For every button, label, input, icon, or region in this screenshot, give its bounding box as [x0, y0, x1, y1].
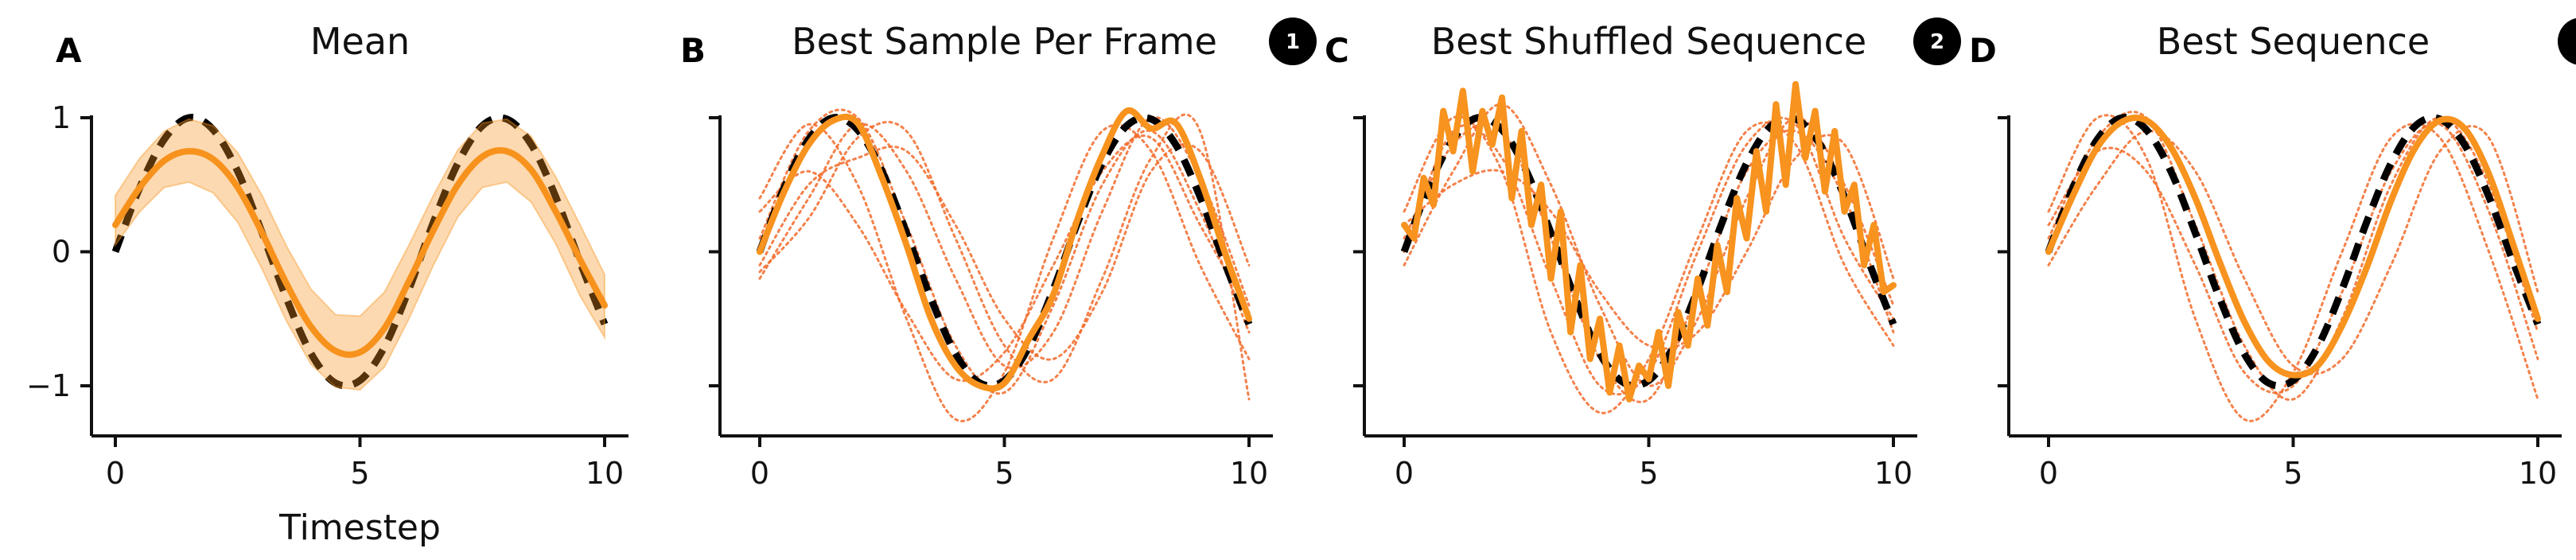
- chart-title: Best Sample Per Frame: [792, 20, 1217, 63]
- best-line: [1401, 80, 1897, 402]
- best-line: [2045, 115, 2541, 379]
- sample-line: [1403, 134, 1895, 350]
- sample-line: [758, 142, 1251, 361]
- y-tick-label: 0: [52, 235, 71, 270]
- sample-line: [1403, 115, 1895, 414]
- sample-line: [758, 113, 1251, 401]
- chart-panel-d: D Best Sequence 2 0 5 10: [1969, 18, 2576, 491]
- x-tick-label: 0: [1395, 456, 1414, 491]
- sample-line: [758, 108, 1251, 395]
- sample-line: [2047, 111, 2539, 401]
- x-tick-label: 5: [350, 456, 369, 491]
- sample-line: [758, 134, 1251, 383]
- x-tick-label: 5: [2283, 456, 2302, 491]
- badge-circle: [1913, 18, 1961, 65]
- panel-label: C: [1325, 31, 1349, 70]
- x-tick-label: 0: [750, 456, 769, 491]
- mean-line: [112, 146, 608, 358]
- x-tick-label: 5: [994, 456, 1014, 491]
- badge-circle: [2558, 18, 2576, 65]
- x-tick-label: 10: [1230, 456, 1268, 491]
- x-axis-label: Timestep: [278, 508, 441, 548]
- panel-label: B: [680, 31, 706, 70]
- chart-panel-b: B Best Sample Per Frame 10 5 10: [680, 18, 1317, 491]
- confidence-band: [115, 118, 605, 391]
- badge-number: 2: [2574, 30, 2576, 54]
- badge-circle: [1269, 18, 1317, 65]
- x-tick-label: 10: [2519, 456, 2557, 491]
- sample-line: [2047, 125, 2539, 375]
- chart-title: Best Sequence: [2157, 20, 2430, 63]
- y-tick-label: 1: [52, 100, 71, 135]
- badge-number: 2: [1930, 30, 1944, 54]
- x-tick-label: 5: [1639, 456, 1658, 491]
- sample-line: [758, 122, 1251, 422]
- chart-title: Best Shuffled Sequence: [1431, 20, 1867, 63]
- target-line: [111, 114, 609, 390]
- chart-panel-c: C Best Shuffled Sequence 2 0 5 10: [1325, 18, 1961, 491]
- x-tick-label: 0: [106, 456, 125, 491]
- panel-label: D: [1969, 31, 1997, 70]
- sample-line: [758, 115, 1251, 370]
- x-tick-label: 0: [2039, 456, 2058, 491]
- x-tick-label: 10: [586, 456, 624, 491]
- sample-line: [2047, 122, 2539, 395]
- y-tick-label: −1: [26, 368, 71, 403]
- badge-number: 1: [1286, 30, 1300, 54]
- panel-label: A: [56, 31, 82, 70]
- chart-title: Mean: [310, 20, 410, 63]
- target-line: [2045, 114, 2542, 390]
- best-line: [757, 107, 1252, 392]
- x-tick-label: 10: [1874, 456, 1913, 491]
